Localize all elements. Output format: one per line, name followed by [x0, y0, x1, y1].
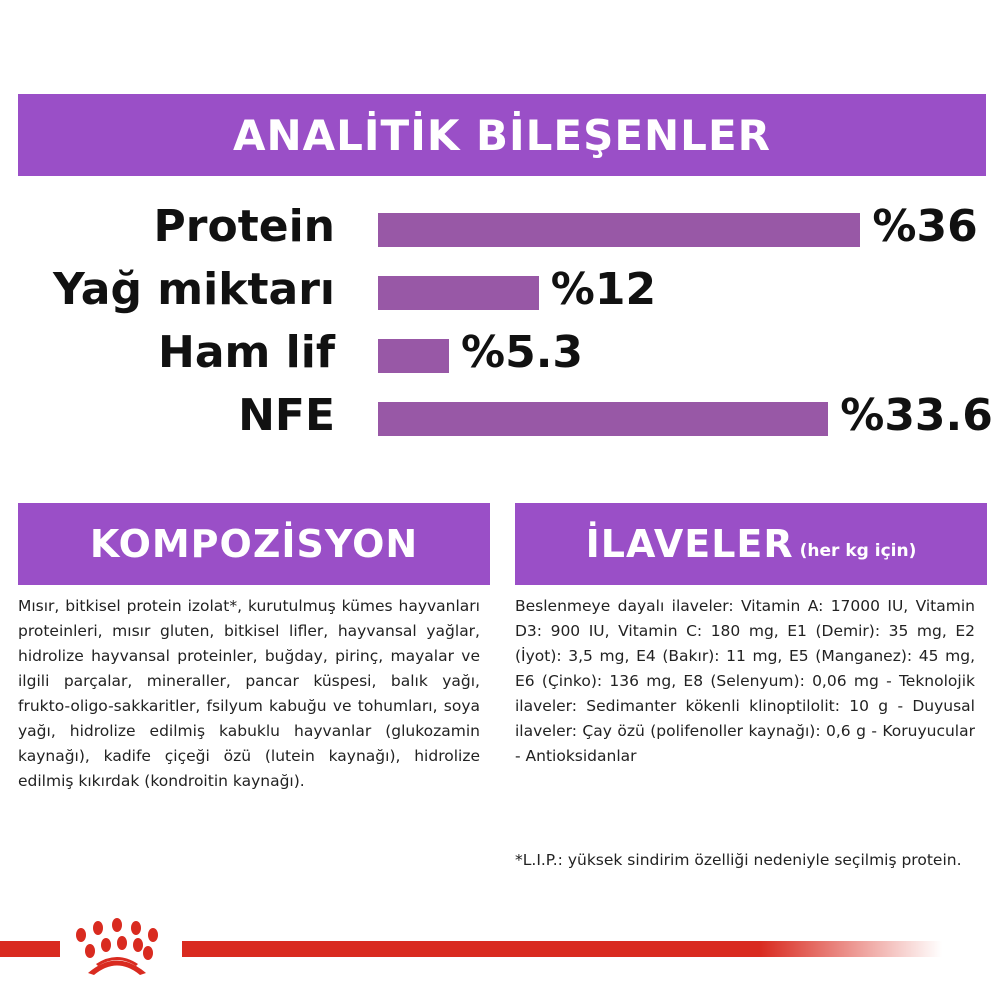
additives-banner: İLAVELER (her kg için)	[515, 503, 987, 585]
bar	[378, 402, 829, 436]
bar-label: Ham lif	[158, 327, 335, 378]
bar-value-label: %12	[550, 264, 657, 315]
bar	[378, 276, 539, 310]
bar	[378, 339, 450, 373]
bar	[378, 213, 861, 247]
brand-line-left	[0, 941, 60, 957]
bar-value-label: %5.3	[461, 327, 584, 378]
analytic-header-banner: ANALİTİK BİLEŞENLER	[18, 94, 986, 176]
composition-text: Mısır, bitkisel protein izolat*, kurutul…	[18, 597, 480, 790]
additives-subtitle: (her kg için)	[799, 541, 917, 561]
brand-line-right	[182, 941, 942, 957]
bar-value-label: %36	[872, 201, 978, 252]
composition-title: KOMPOZİSYON	[89, 522, 419, 566]
footnote-text: *L.I.P.: yüksek sindirim özelliği nedeni…	[515, 851, 962, 869]
bar-label: NFE	[238, 390, 335, 441]
additives-text: Beslenmeye dayalı ilaveler: Vitamin A: 1…	[515, 597, 975, 765]
composition-banner: KOMPOZİSYON	[18, 503, 490, 585]
additives-title: İLAVELER	[585, 522, 794, 566]
royal-canin-crown-logo	[76, 918, 158, 975]
analytic-title: ANALİTİK BİLEŞENLER	[233, 110, 771, 160]
bar-label: Yağ miktarı	[52, 264, 335, 315]
bar-label: Protein	[153, 201, 335, 252]
bar-value-label: %33.6	[840, 390, 993, 441]
